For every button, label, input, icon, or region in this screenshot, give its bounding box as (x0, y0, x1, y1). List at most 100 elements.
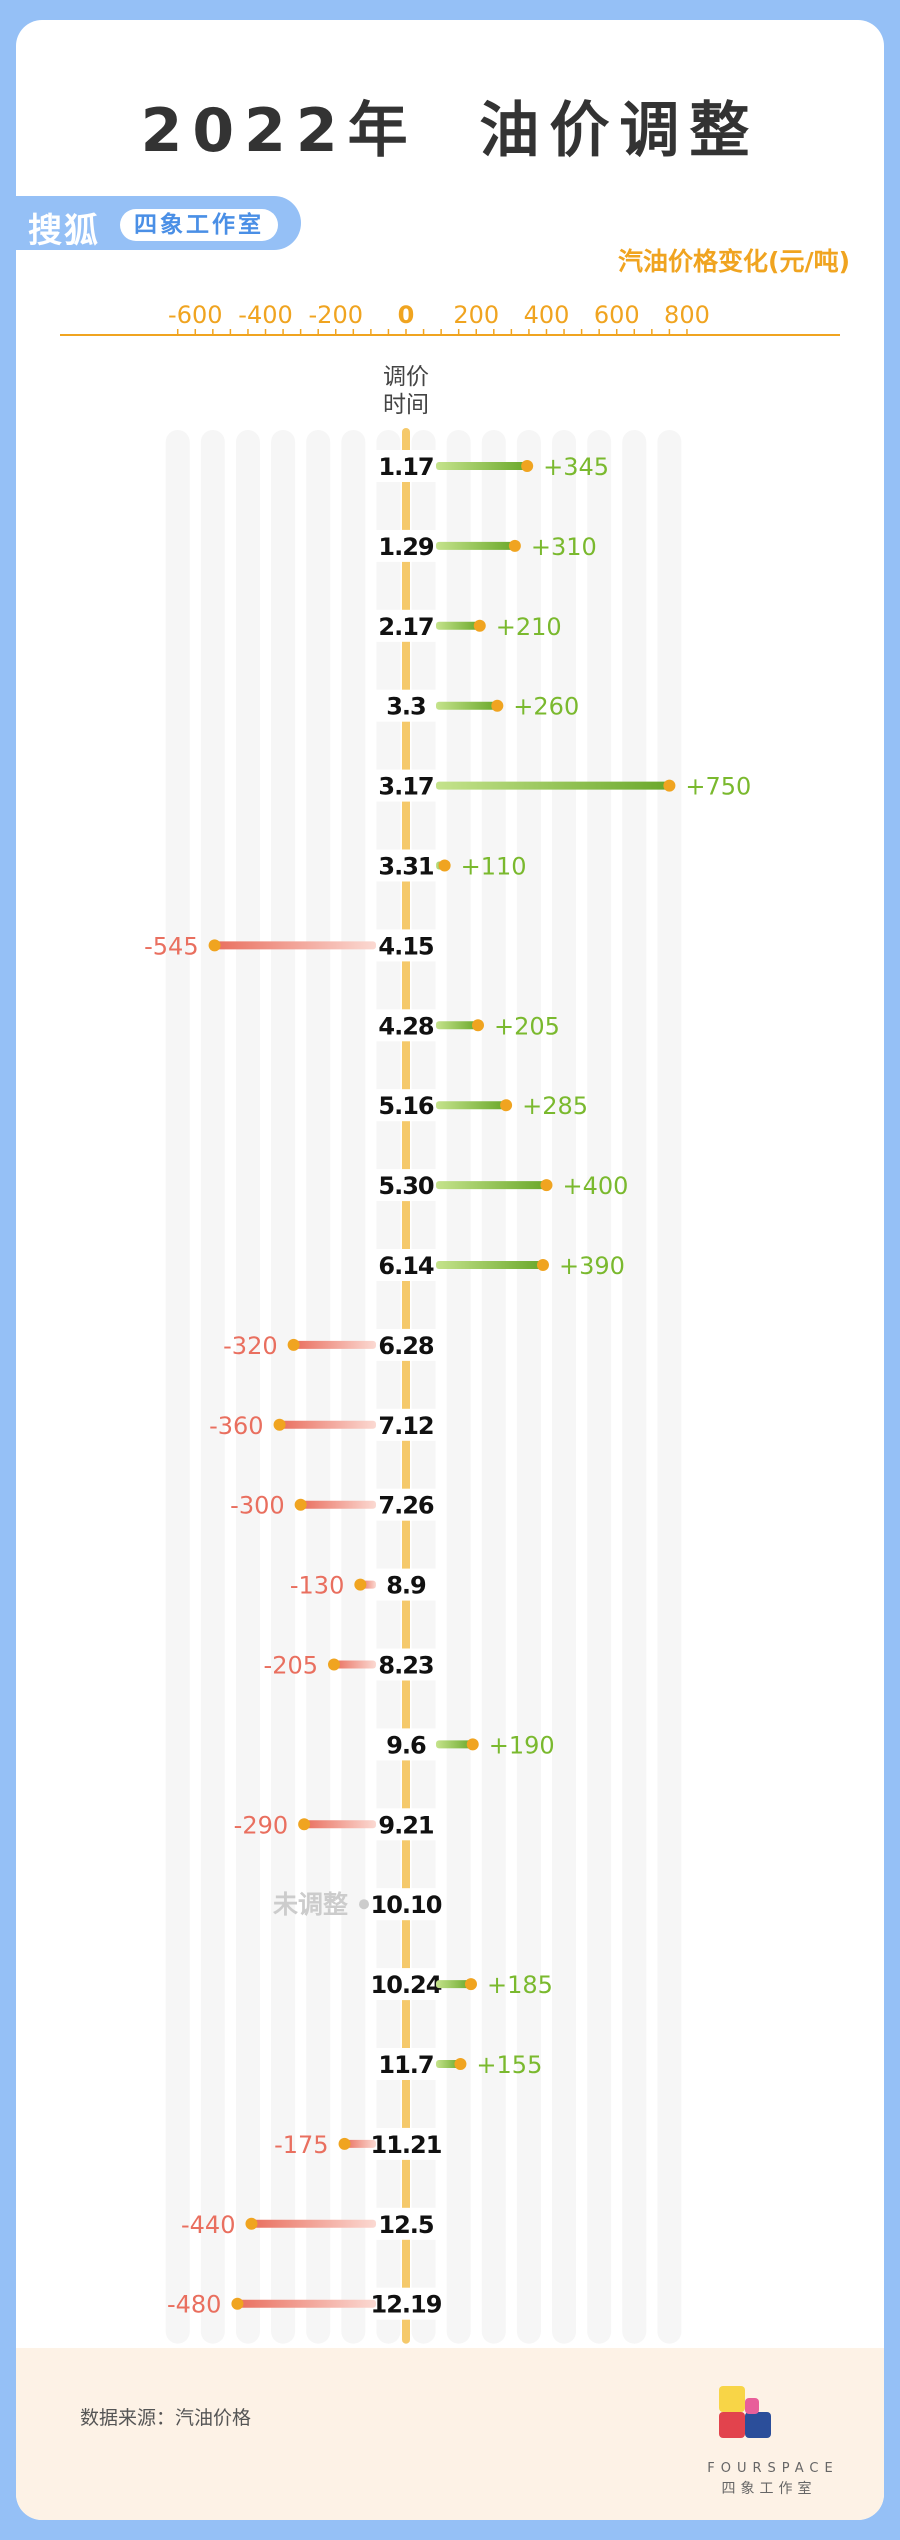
x-tick-label: 0 (398, 301, 415, 329)
data-label: +185 (487, 1971, 553, 1999)
category-label-bg (376, 769, 436, 802)
category-label: 5.16 (378, 1092, 434, 1120)
category-label: 8.9 (386, 1572, 426, 1600)
category-label-bg (376, 1169, 436, 1202)
x-tick-label: -400 (238, 301, 292, 329)
bar (436, 541, 515, 550)
category-label-bg (376, 450, 436, 482)
bar-end-dot (354, 1578, 367, 1591)
x-tick-label: 200 (453, 301, 499, 329)
category-label-bg (376, 2127, 436, 2160)
bar (334, 1660, 376, 1669)
bar (436, 1101, 507, 1110)
category-label-bg (376, 1408, 436, 1441)
category-label: 5.30 (378, 1172, 434, 1200)
grid-stripe (481, 430, 506, 2344)
fourspace-wordmark: FOURSPACE (707, 2461, 839, 2476)
data-label: 未调整 (273, 1890, 348, 1919)
grid-stripe (341, 430, 366, 2344)
bar (300, 1500, 376, 1509)
grid-stripe (516, 430, 541, 2344)
bar-end-dot (466, 1738, 479, 1751)
grid-stripe (271, 430, 296, 2344)
bar (436, 2060, 461, 2068)
category-label-bg (376, 1568, 436, 1601)
bar-end-dot (245, 2217, 258, 2230)
category-label-bg (376, 1968, 436, 2001)
category-label-bg (376, 1808, 436, 1841)
data-label: +345 (543, 453, 609, 481)
grid-stripe (200, 430, 225, 2344)
bar (214, 941, 376, 950)
data-label: +205 (494, 1012, 560, 1040)
category-label: 2.17 (378, 613, 433, 641)
data-label: -480 (167, 2291, 221, 2319)
bar (293, 1340, 376, 1349)
category-label-bg (376, 1009, 436, 1042)
bar (436, 1021, 478, 1030)
grid-stripe (587, 430, 612, 2344)
category-label: 12.19 (371, 2291, 442, 2319)
data-source: 数据来源：汽油价格 (80, 2407, 252, 2429)
x-tick-label: 600 (594, 301, 640, 329)
category-label-bg (376, 1249, 436, 1281)
fourspace-subtitle: 四象工作室 (721, 2481, 817, 2497)
data-label: -320 (223, 1332, 277, 1360)
category-axis-label: 调价 (383, 364, 429, 390)
data-label: +190 (489, 1731, 555, 1759)
spine-bar (402, 428, 410, 2344)
bar-end-dot (231, 2297, 244, 2310)
bar (436, 1181, 547, 1190)
x-tick-label: -600 (168, 301, 222, 329)
category-label: 4.28 (378, 1012, 434, 1040)
grid-stripe (446, 430, 471, 2344)
category-label: 11.21 (371, 2131, 442, 2159)
data-label: -545 (144, 932, 198, 960)
bar (436, 621, 480, 630)
bar (436, 701, 498, 710)
unit-label: 汽油价格变化(元/吨) (618, 247, 850, 276)
category-label: 9.6 (386, 1731, 426, 1759)
bar-end-dot (473, 619, 486, 632)
grid-stripe (376, 430, 401, 2344)
category-label: 1.17 (378, 453, 433, 481)
category-label: 3.17 (378, 773, 433, 801)
category-label-bg (376, 609, 436, 642)
footer: 数据来源：汽油价格 FOURSPACE 四象工作室 (16, 2348, 884, 2520)
grid-stripe (165, 430, 190, 2344)
category-label-bg (376, 1728, 436, 1761)
bar-end-dot (536, 1259, 549, 1271)
sohu-logo: 搜狐 (28, 211, 100, 251)
category-label-bg (376, 1648, 436, 1681)
category-label: 6.14 (378, 1252, 434, 1280)
grid-stripes (165, 430, 682, 2344)
data-label: -300 (230, 1492, 284, 1520)
bar (436, 781, 670, 790)
data-label: +750 (685, 773, 751, 801)
no-change-dot (359, 1899, 369, 1910)
x-tick-label: 800 (664, 301, 710, 329)
grid-stripe (306, 430, 331, 2344)
category-label: 8.23 (378, 1652, 433, 1680)
category-axis-label: 时间 (383, 392, 429, 418)
bar (237, 2299, 376, 2308)
bar-end-dot (454, 2058, 467, 2070)
bar-end-dot (438, 859, 451, 872)
data-label: +210 (496, 613, 562, 641)
page-title: 2022年 油价调整 (140, 96, 760, 166)
category-label-bg (376, 929, 436, 962)
bar-end-dot (521, 460, 534, 472)
category-label-bg (376, 2048, 436, 2080)
x-axis: -600 -400 -200 0 200 400 600 800 (60, 301, 840, 336)
bar (251, 2219, 376, 2228)
category-label: 3.3 (386, 693, 426, 721)
bar-end-dot (273, 1418, 286, 1431)
category-label-bg (376, 2207, 436, 2240)
category-label: 11.7 (378, 2051, 433, 2079)
data-label: -290 (234, 1811, 288, 1839)
category-label: 7.12 (378, 1412, 433, 1440)
data-label: -360 (209, 1412, 263, 1440)
category-label-bg (376, 1089, 436, 1122)
studio-badge: 四象工作室 (120, 209, 278, 241)
